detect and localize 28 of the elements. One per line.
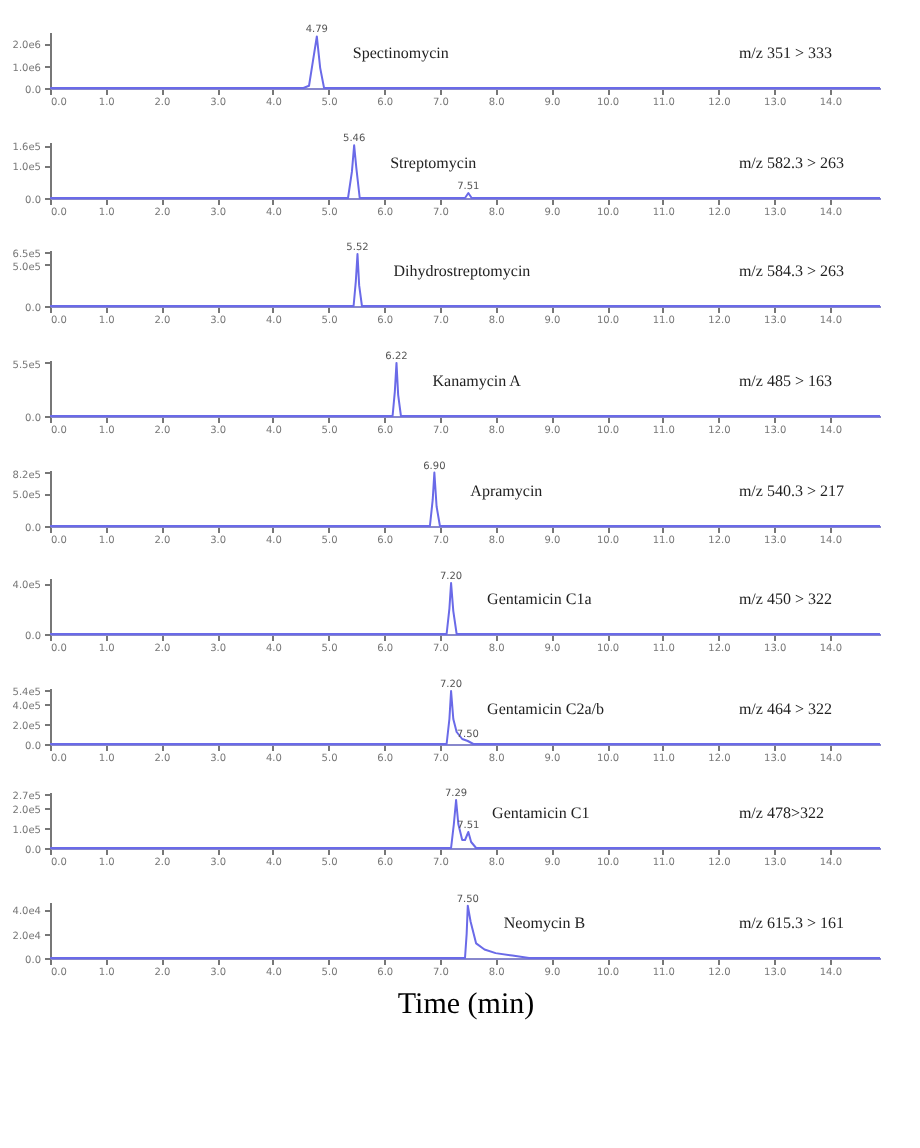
line-series [49,253,881,307]
annotation: m/z 582.3 > 263 [738,154,844,173]
annotation: Neomycin B [503,914,586,933]
annotation: m/z 351 > 333 [738,44,832,63]
line-series [49,35,881,89]
annotation: m/z 478>322 [738,804,824,823]
annotation: Streptomycin [390,154,477,173]
annotation: m/z 485 > 163 [738,372,832,391]
annotation: Dihydrostreptomycin [393,262,531,281]
annotation: m/z 464 > 322 [738,700,832,719]
line-series [49,144,881,199]
annotation: m/z 540.3 > 217 [738,482,844,501]
annotation: Apramycin [470,482,543,501]
annotation: Spectinomycin [352,44,449,63]
annotation: m/z 450 > 322 [738,590,832,609]
line-series [49,799,881,849]
annotation: Gentamicin C1a [487,590,593,609]
annotation: Kanamycin A [432,372,522,391]
x-axis-title: Time (min) [397,989,535,1021]
annotation: m/z 615.3 > 161 [738,914,844,933]
line-series [49,904,881,959]
line-series [49,361,881,417]
annotation: m/z 584.3 > 263 [738,262,844,281]
annotation: Gentamicin C2a/b [487,700,604,719]
annotation: Gentamicin C1 [492,804,590,823]
line-series [49,690,881,745]
line-series [49,471,881,527]
line-series [49,582,881,635]
